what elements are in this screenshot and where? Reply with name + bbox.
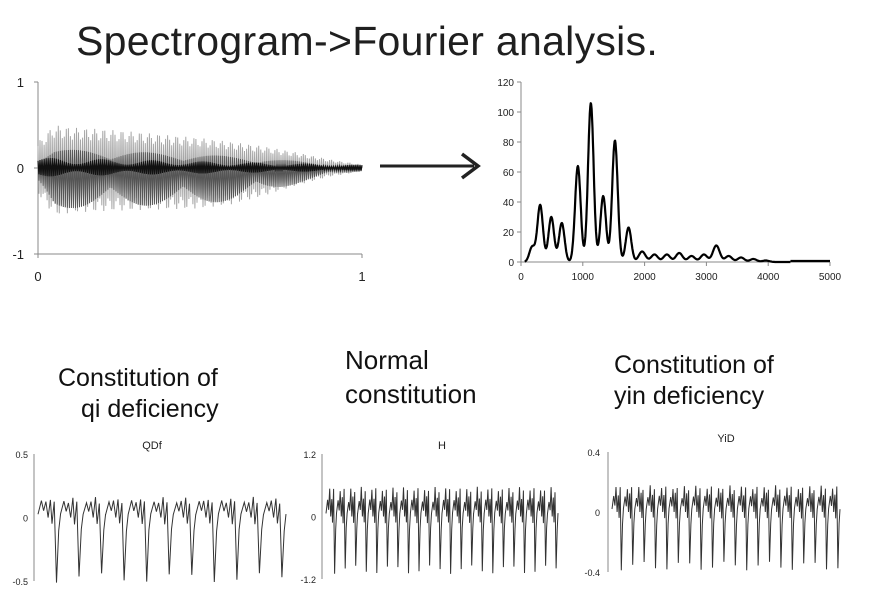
waveform-core-trace	[37, 157, 363, 177]
spectrum-y-tick-label: 20	[503, 228, 515, 239]
spectrum-x-tick-label: 3000	[695, 272, 718, 283]
spectrum-y-tick-label: 120	[497, 78, 514, 89]
panel-yid: YiD 0.4 0 -0.4	[584, 433, 841, 578]
panel-y-tick-label: -1.2	[300, 575, 316, 585]
waveform-x-tick-label: 1	[358, 269, 365, 284]
spectrum-x-tick-label: 4000	[757, 272, 780, 283]
panel-title-yid: YiD	[717, 433, 734, 445]
waveform-x-tick-label: 0	[34, 269, 41, 284]
slide-title: Spectrogram->Fourier analysis.	[76, 18, 659, 64]
panel-trace-qdf	[37, 496, 287, 583]
caption-normal: Normal constitution	[345, 343, 477, 411]
panel-title-h: H	[438, 440, 446, 452]
panel-y-tick-label: 0.5	[15, 450, 28, 460]
spectrum-y-tick-label: 40	[503, 198, 515, 209]
panel-y-tick-label: 1.2	[303, 450, 316, 460]
waveform-y-tick-label: -1	[12, 247, 24, 262]
waveform-y-tick-label: 1	[17, 75, 24, 90]
spectrum-line	[524, 102, 792, 264]
caption-normal-line2: constitution	[345, 379, 477, 409]
panel-h: H 1.2 0 -1.2	[300, 440, 559, 585]
panel-title-qdf: QDf	[142, 440, 163, 452]
spectrum-y-tick-label: 80	[503, 138, 515, 149]
spectrum-x-tick-label: 0	[518, 272, 524, 283]
caption-yin-line2: yin deficiency	[614, 382, 765, 410]
spectrum-y-tick-label: 100	[497, 108, 514, 119]
spectrum-x-tick-label: 5000	[819, 272, 842, 283]
spectrum-x-tick-label: 2000	[633, 272, 656, 283]
caption-qi-line2: qi deficiency	[81, 395, 219, 423]
arrow-head-icon	[460, 152, 481, 180]
panel-y-tick-label: -0.4	[584, 568, 600, 578]
caption-yin-deficiency: Constitution of yin deficiency	[614, 350, 774, 412]
caption-yin-line1: Constitution of	[614, 351, 774, 379]
waveform-y-tick-label: 0	[17, 161, 24, 176]
panel-y-tick-label: 0	[311, 513, 316, 523]
panel-y-tick-label: 0	[23, 514, 28, 524]
waveform-dark-trace	[37, 149, 363, 209]
panel-trace-yid	[611, 485, 841, 571]
spectrum-y-tick-label: 0	[508, 258, 514, 269]
caption-qi-deficiency: Constitution of qi deficiency	[58, 363, 219, 425]
caption-qi-line1: Constitution of	[58, 364, 218, 392]
panel-qdf: QDf 0.5 0 -0.5	[12, 440, 287, 587]
caption-normal-line1: Normal	[345, 345, 429, 375]
panel-y-tick-label: 0.4	[587, 448, 600, 458]
spectrum-x-tick-label: 1000	[572, 272, 595, 283]
spectrum-y-tick-label: 60	[503, 168, 515, 179]
panel-y-tick-label: -0.5	[12, 577, 28, 587]
panel-y-tick-label: 0	[595, 508, 600, 518]
panel-trace-h	[325, 486, 559, 574]
